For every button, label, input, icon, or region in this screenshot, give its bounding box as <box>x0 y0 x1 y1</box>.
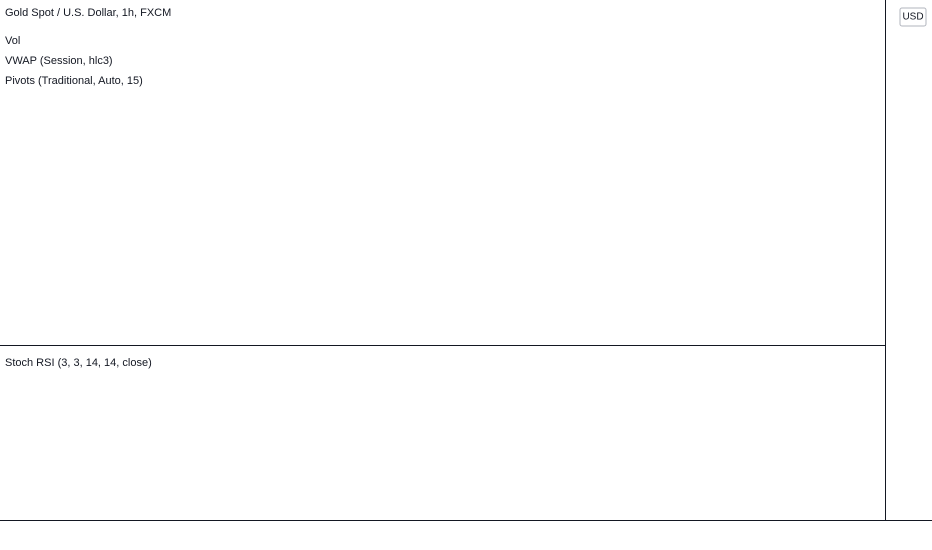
legend-item: Vol <box>5 35 20 47</box>
legend-item: VWAP (Session, hlc3) <box>5 55 113 67</box>
legend-title: Stoch RSI (3, 3, 14, 14, close) <box>5 357 152 369</box>
price-axis <box>885 0 932 520</box>
legend-item: Pivots (Traditional, Auto, 15) <box>5 75 143 87</box>
legend-title: Gold Spot / U.S. Dollar, 1h, FXCM <box>5 7 171 19</box>
legend: Gold Spot / U.S. Dollar, 1h, FXCM Vol VW… <box>5 7 171 369</box>
currency-label: USD <box>902 12 923 23</box>
currency-button[interactable] <box>899 7 927 27</box>
